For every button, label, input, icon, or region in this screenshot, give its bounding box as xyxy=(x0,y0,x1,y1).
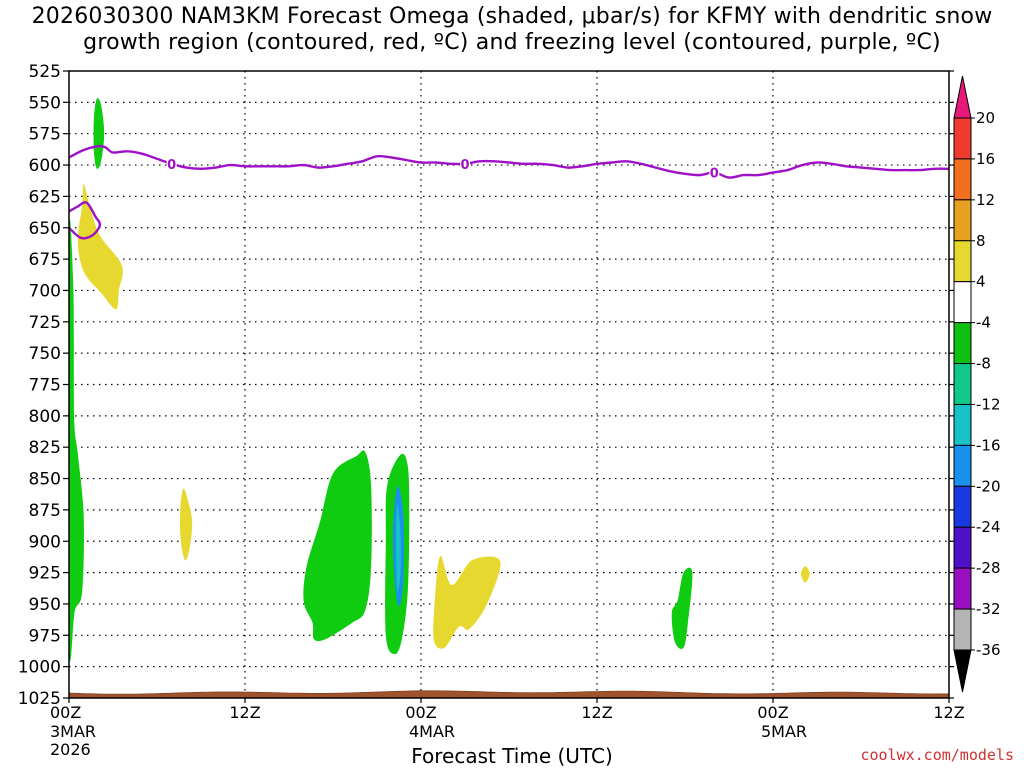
colorbar-bin-2 xyxy=(953,199,972,242)
freezing-label-bg-0 xyxy=(166,156,177,170)
colorbar-bin-1 xyxy=(953,158,972,201)
xtick-year-0: 2026 xyxy=(50,740,91,759)
colorbar-label-13: -36 xyxy=(976,641,1001,659)
ytick-label-550: 550 xyxy=(29,93,61,113)
colorbar-bottom-arrow xyxy=(953,649,972,693)
colorbar-bin-4 xyxy=(953,281,972,324)
ytick-label-525: 525 xyxy=(29,62,61,82)
ytick-label-575: 575 xyxy=(29,125,61,145)
terrain-band xyxy=(69,690,949,698)
ytick-label-975: 975 xyxy=(29,626,61,646)
xtick-label-48: 00Z xyxy=(757,703,788,722)
xtick-date-24: 4MAR xyxy=(409,722,455,741)
colorbar-bin-7 xyxy=(953,403,972,446)
colorbar-label-8: -16 xyxy=(976,436,1001,454)
downward-omega-925 xyxy=(800,566,810,583)
ytick-label-1025: 1025 xyxy=(18,689,61,709)
colorbar-label-12: -32 xyxy=(976,600,1001,618)
colorbar-label-0: 20 xyxy=(976,109,995,127)
terrain-fill xyxy=(69,690,949,698)
colorbar-label-5: -4 xyxy=(976,314,991,332)
colorbar-bin-11 xyxy=(953,567,972,610)
colorbar-label-10: -24 xyxy=(976,518,1001,536)
contours: 0 0 0 xyxy=(69,144,949,240)
upward-omega-955 xyxy=(671,567,693,649)
colorbar-bin-3 xyxy=(953,240,972,283)
ytick-label-875: 875 xyxy=(29,501,61,521)
freezing-label-bg-1 xyxy=(460,156,470,170)
xtick-label-60: 12Z xyxy=(933,703,964,722)
xtick-label-0: 00Z xyxy=(50,703,81,722)
ytick-label-1000: 1000 xyxy=(18,658,61,678)
ytick-label-750: 750 xyxy=(29,344,61,364)
omega-shading xyxy=(69,98,810,662)
chart-title: 2026030300 NAM3KM Forecast Omega (shaded… xyxy=(0,4,1024,56)
colorbar-legend: 20 16 12 8 4 -4 -8 -12 -16 -20 -24 -28 -32 -36 xyxy=(953,75,1001,693)
xtick-label-12: 12Z xyxy=(229,703,260,722)
freezing-level-label-0: 0 xyxy=(167,158,176,173)
ytick-label-650: 650 xyxy=(29,219,61,239)
ytick-label-625: 625 xyxy=(29,187,61,207)
xtick-label-36: 12Z xyxy=(581,703,612,722)
colorbar-top-arrow xyxy=(953,75,972,119)
xtick-label-24: 00Z xyxy=(405,703,436,722)
chart-title-line2: growth region (contoured, red, ºC) and f… xyxy=(83,30,941,55)
colorbar-label-1: 16 xyxy=(976,150,995,168)
ytick-label-900: 900 xyxy=(29,532,61,552)
colorbar-label-9: -20 xyxy=(976,477,1001,495)
x-axis-label: Forecast Time (UTC) xyxy=(411,744,613,768)
ytick-label-775: 775 xyxy=(29,376,61,396)
downward-omega-880 xyxy=(180,488,193,561)
colorbar-bin-9 xyxy=(953,485,972,528)
colorbar-label-11: -28 xyxy=(976,559,1001,577)
upward-omega-core-inner xyxy=(395,503,401,592)
colorbar-bin-0 xyxy=(953,117,972,160)
ytick-label-925: 925 xyxy=(29,564,61,584)
ytick-label-700: 700 xyxy=(29,281,61,301)
upward-omega-910 xyxy=(303,450,372,642)
colorbar-label-2: 12 xyxy=(976,191,995,209)
colorbar-bin-5 xyxy=(953,322,972,365)
ytick-label-725: 725 xyxy=(29,313,61,333)
freezing-level-line xyxy=(69,144,949,179)
ytick-label-850: 850 xyxy=(29,470,61,490)
ytick-label-825: 825 xyxy=(29,438,61,458)
source-credit: coolwx.com/models xyxy=(860,746,1014,764)
ytick-label-675: 675 xyxy=(29,250,61,270)
upward-omega-left-edge xyxy=(69,219,84,662)
colorbar-bin-6 xyxy=(953,363,972,405)
y-axis-ticks: 525 550 575 600 625 650 675 700 725 750 775 800 825 8… xyxy=(18,62,954,709)
colorbar-bin-10 xyxy=(953,526,972,569)
xtick-date-48: 5MAR xyxy=(761,722,807,741)
ytick-label-950: 950 xyxy=(29,595,61,615)
xtick-date-0: 3MAR xyxy=(50,722,96,741)
colorbar-label-4: 4 xyxy=(976,273,986,291)
ytick-label-600: 600 xyxy=(29,156,61,176)
colorbar-label-7: -12 xyxy=(976,395,1001,413)
colorbar-label-3: 8 xyxy=(976,232,986,250)
downward-omega-950 xyxy=(433,555,501,649)
colorbar-bin-8 xyxy=(953,444,972,487)
colorbar-label-6: -8 xyxy=(976,355,991,373)
freezing-level-label-1: 0 xyxy=(460,158,469,173)
upward-omega-575 xyxy=(93,98,105,170)
dendritic-growth-contour xyxy=(69,201,102,240)
chart-title-line1: 2026030300 NAM3KM Forecast Omega (shaded… xyxy=(31,4,993,29)
colorbar-bin-12 xyxy=(953,608,972,651)
freezing-level-label-2: 0 xyxy=(710,167,719,182)
ytick-label-800: 800 xyxy=(29,407,61,427)
downward-omega-650 xyxy=(77,183,123,310)
freezing-label-bg-2 xyxy=(709,165,720,179)
